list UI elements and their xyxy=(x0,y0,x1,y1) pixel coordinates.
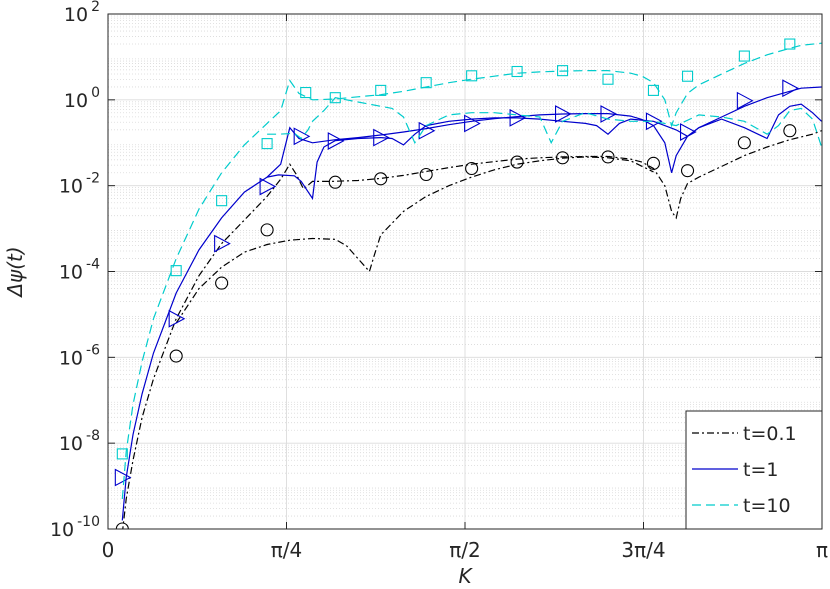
circle-marker xyxy=(374,172,388,186)
square-marker xyxy=(116,448,128,460)
square-marker xyxy=(300,86,312,99)
square-marker xyxy=(261,138,273,150)
y-tick-label: 10 0 xyxy=(64,85,100,112)
square-marker xyxy=(216,195,228,207)
triangle-marker xyxy=(373,128,390,147)
circle-marker xyxy=(465,161,479,176)
plot-series xyxy=(114,38,822,529)
series-line-secondary xyxy=(266,103,822,201)
circle-marker xyxy=(419,167,433,182)
legend-label: t=0.1 xyxy=(743,423,797,445)
triangle-marker xyxy=(259,177,277,196)
circle-marker xyxy=(260,223,274,237)
circle-marker xyxy=(555,151,570,165)
circle-marker xyxy=(510,155,524,169)
circle-marker xyxy=(601,150,615,164)
y-tick-label: 10 -8 xyxy=(59,428,100,455)
series-group xyxy=(114,38,822,529)
triangle-marker xyxy=(114,468,132,487)
y-tick-label: 10 -6 xyxy=(59,342,100,369)
x-tick-label: π/2 xyxy=(449,538,481,562)
square-marker xyxy=(329,92,341,104)
series-line xyxy=(121,42,822,500)
square-marker xyxy=(420,77,432,89)
triangle-marker xyxy=(782,79,799,98)
y-tick-label: 10 -10 xyxy=(50,514,100,541)
square-marker xyxy=(784,38,796,50)
square-marker xyxy=(511,65,523,78)
series-line-secondary xyxy=(267,97,822,148)
circle-marker xyxy=(783,124,797,138)
legend: t=0.1 t=1 t=10 xyxy=(685,410,823,530)
triangle-marker xyxy=(293,127,311,146)
series-line xyxy=(121,86,822,521)
triangle-marker xyxy=(214,234,231,253)
square-marker xyxy=(602,73,614,85)
legend-box xyxy=(685,410,823,530)
circle-marker xyxy=(215,276,229,290)
y-tick-label: 10 2 xyxy=(64,0,100,26)
circle-marker xyxy=(737,136,751,150)
x-tick-label: 3π/4 xyxy=(621,538,665,562)
triangle-marker xyxy=(327,132,345,150)
series-line-secondary xyxy=(175,156,654,324)
square-marker xyxy=(738,50,750,62)
square-marker xyxy=(466,70,478,82)
circle-marker xyxy=(169,349,183,363)
square-marker xyxy=(170,265,182,277)
x-tick-label: 0 xyxy=(102,538,115,562)
triangle-marker xyxy=(600,105,618,123)
square-marker xyxy=(556,65,569,77)
series-line xyxy=(122,130,822,529)
triangle-marker xyxy=(509,108,527,127)
circle-marker xyxy=(680,164,695,178)
plot-frame xyxy=(107,13,823,530)
series-t=10 xyxy=(116,38,822,500)
y-tick-label: 10 -4 xyxy=(59,257,100,284)
square-marker xyxy=(375,84,387,96)
triangle-marker xyxy=(464,114,481,133)
circle-marker xyxy=(115,522,129,529)
triangle-marker xyxy=(418,121,436,140)
series-t=0.1 xyxy=(115,124,822,529)
triangle-marker xyxy=(554,105,572,123)
legend-label: t=1 xyxy=(743,459,778,481)
legend-label: t=10 xyxy=(743,495,791,517)
triangle-marker xyxy=(168,309,186,328)
square-marker xyxy=(647,84,660,96)
circle-marker xyxy=(328,175,342,189)
y-tick-label: 10 -2 xyxy=(59,171,100,198)
square-marker xyxy=(681,70,694,82)
circle-marker xyxy=(646,156,661,170)
x-tick-label: π/4 xyxy=(271,538,303,562)
triangle-marker xyxy=(679,123,697,141)
x-tick-label: π xyxy=(816,538,828,562)
y-axis-label: Δψ(t) xyxy=(3,246,27,298)
triangle-marker xyxy=(736,91,754,110)
x-axis-label: K xyxy=(458,564,473,588)
